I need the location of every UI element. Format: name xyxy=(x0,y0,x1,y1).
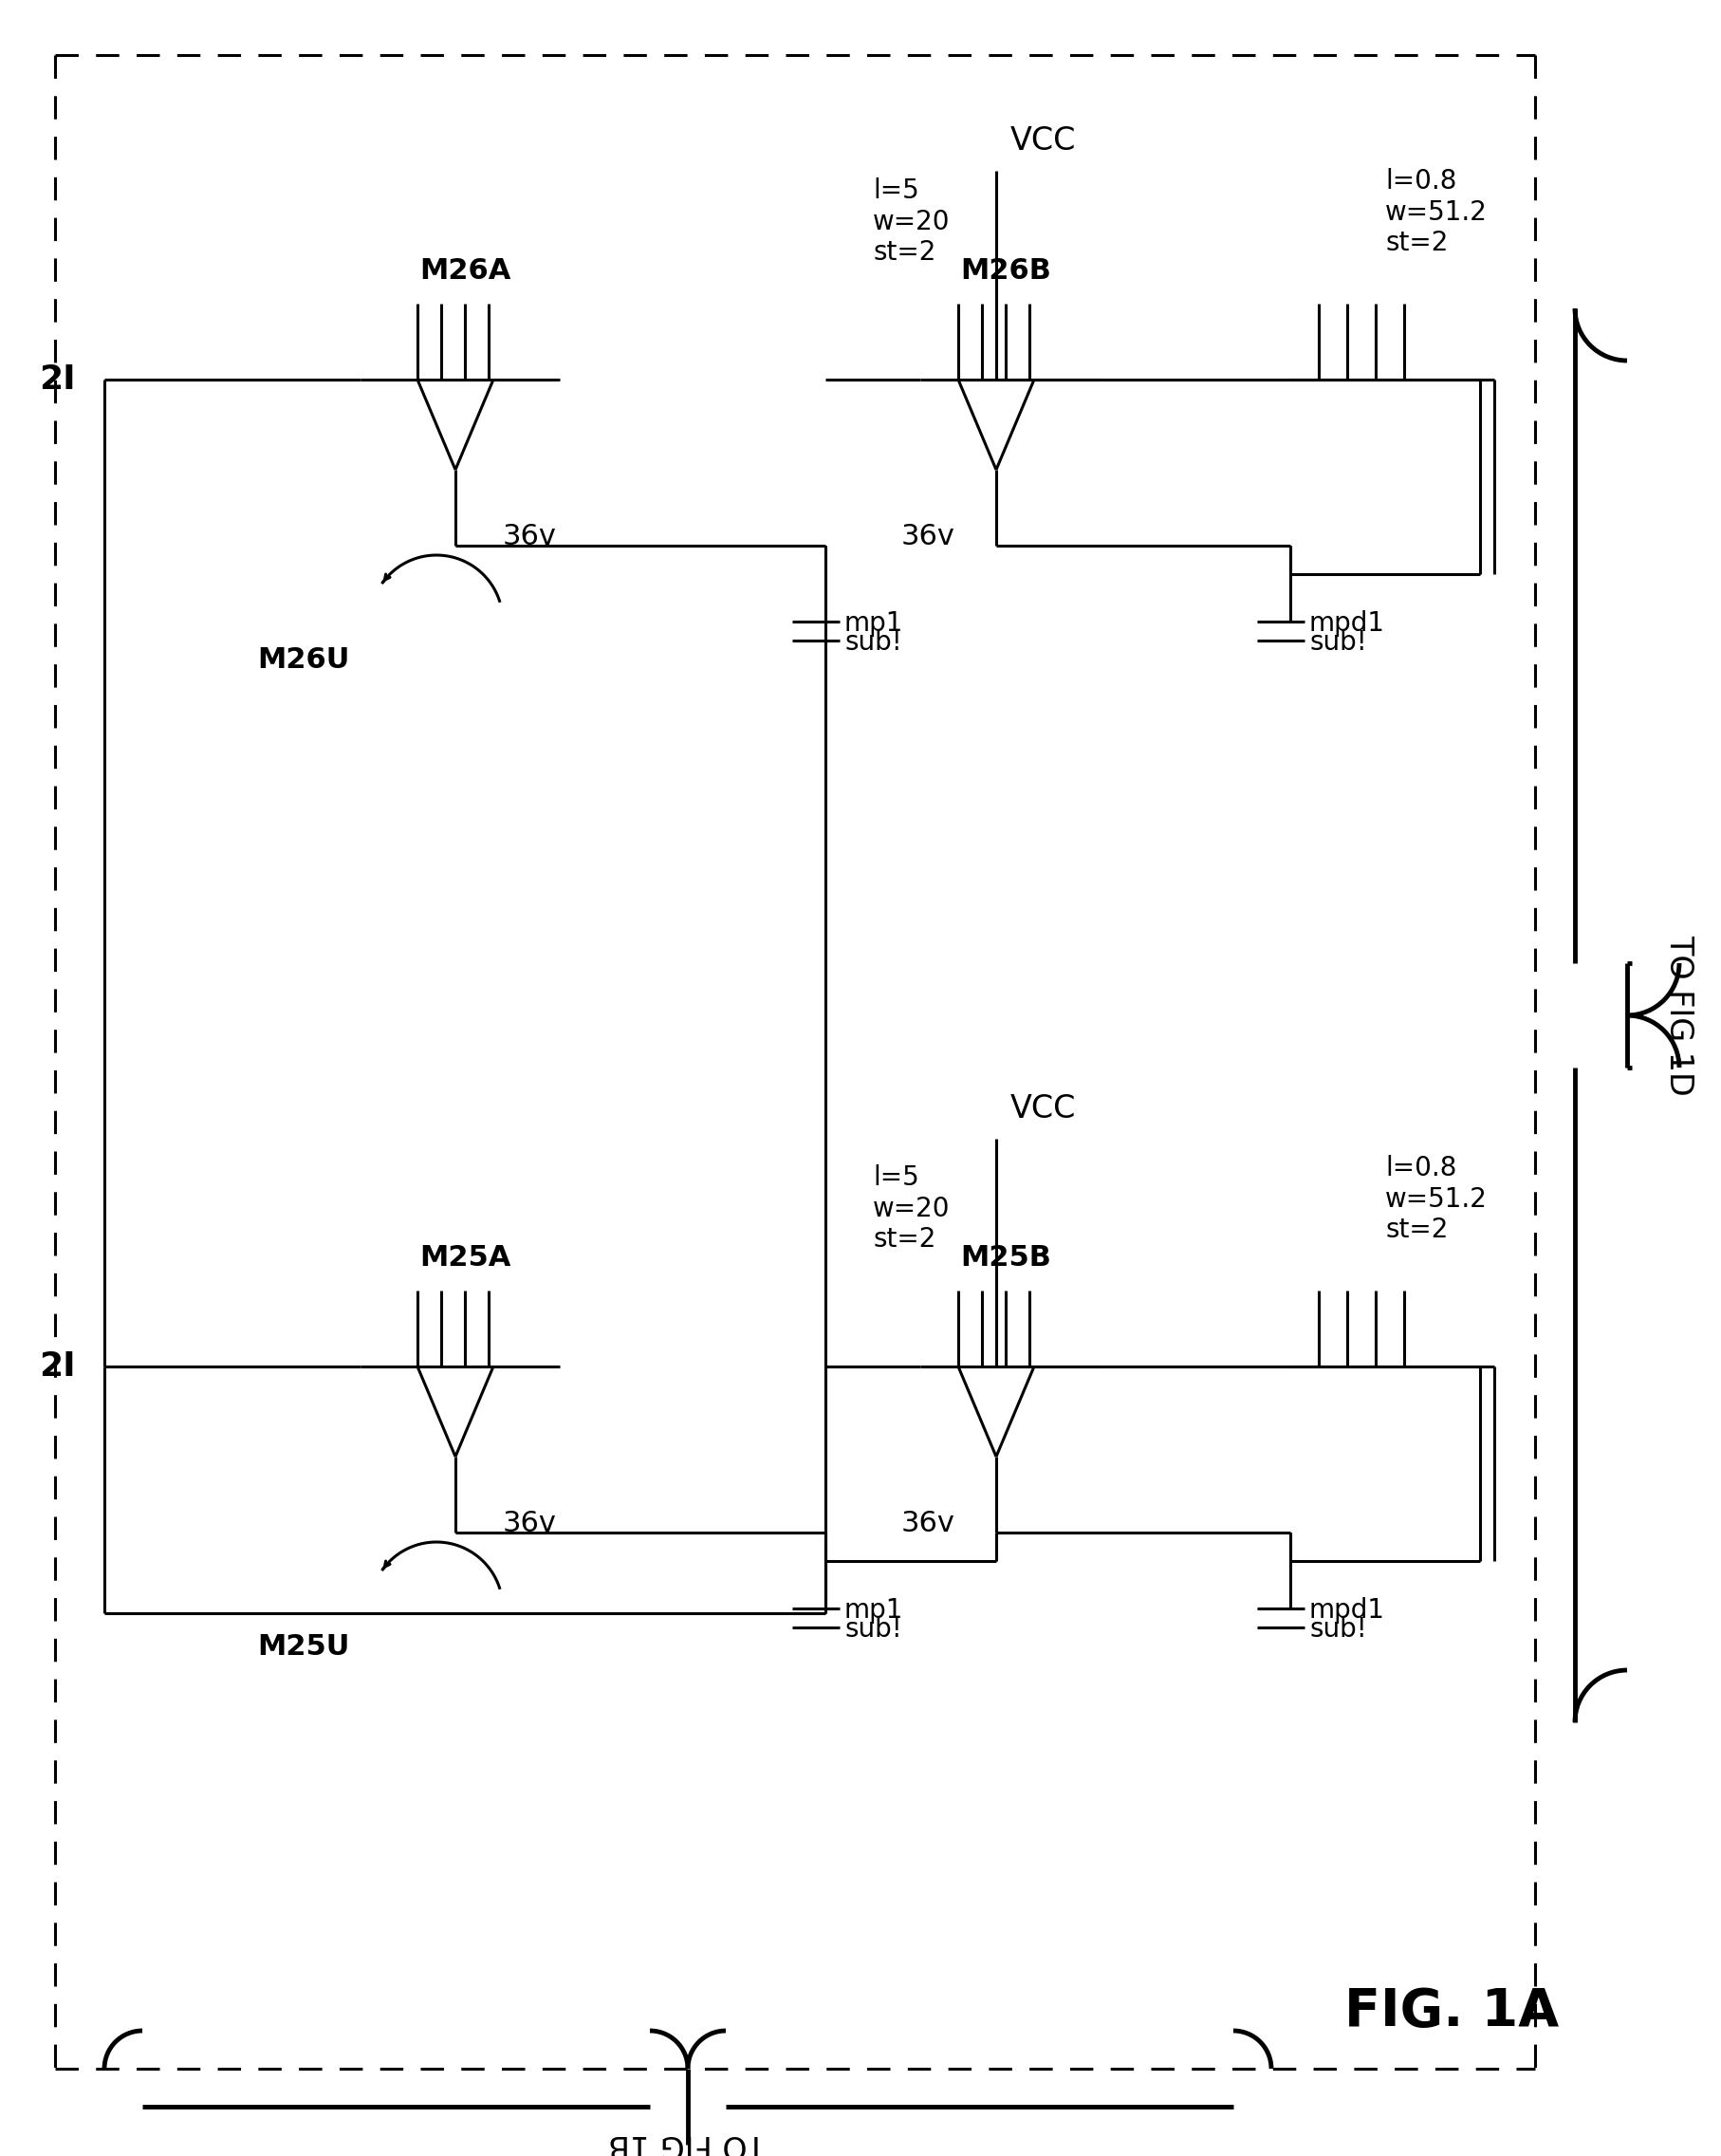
Text: VCC: VCC xyxy=(1010,1093,1076,1125)
Text: sub!: sub! xyxy=(1310,630,1366,655)
Text: M25B: M25B xyxy=(960,1244,1052,1272)
Text: TO FIG 1B: TO FIG 1B xyxy=(609,2128,768,2156)
Text: sub!: sub! xyxy=(1310,1617,1366,1643)
Text: FIG. 1A: FIG. 1A xyxy=(1344,1986,1559,2037)
Text: 36v: 36v xyxy=(503,1509,558,1537)
Text: mp1: mp1 xyxy=(845,1598,904,1623)
Text: mpd1: mpd1 xyxy=(1310,1598,1385,1623)
Text: M26U: M26U xyxy=(258,647,349,673)
Text: sub!: sub! xyxy=(845,1617,902,1643)
Text: M25U: M25U xyxy=(258,1632,349,1660)
Text: mpd1: mpd1 xyxy=(1310,610,1385,636)
Text: l=0.8
w=51.2
st=2: l=0.8 w=51.2 st=2 xyxy=(1385,168,1487,257)
Text: M26B: M26B xyxy=(960,257,1052,285)
Text: l=5
w=20
st=2: l=5 w=20 st=2 xyxy=(873,1164,950,1253)
Text: TO FIG 1D: TO FIG 1D xyxy=(1664,936,1695,1095)
Text: sub!: sub! xyxy=(845,630,902,655)
Text: l=0.8
w=51.2
st=2: l=0.8 w=51.2 st=2 xyxy=(1385,1156,1487,1244)
Text: 2I: 2I xyxy=(40,1350,76,1382)
Text: 36v: 36v xyxy=(902,1509,955,1537)
Text: 2I: 2I xyxy=(40,364,76,397)
Text: mp1: mp1 xyxy=(845,610,904,636)
Text: 36v: 36v xyxy=(902,522,955,550)
Text: l=5
w=20
st=2: l=5 w=20 st=2 xyxy=(873,177,950,265)
Text: 36v: 36v xyxy=(503,522,558,550)
Text: M26A: M26A xyxy=(420,257,511,285)
Text: VCC: VCC xyxy=(1010,125,1076,157)
Text: M25A: M25A xyxy=(420,1244,511,1272)
